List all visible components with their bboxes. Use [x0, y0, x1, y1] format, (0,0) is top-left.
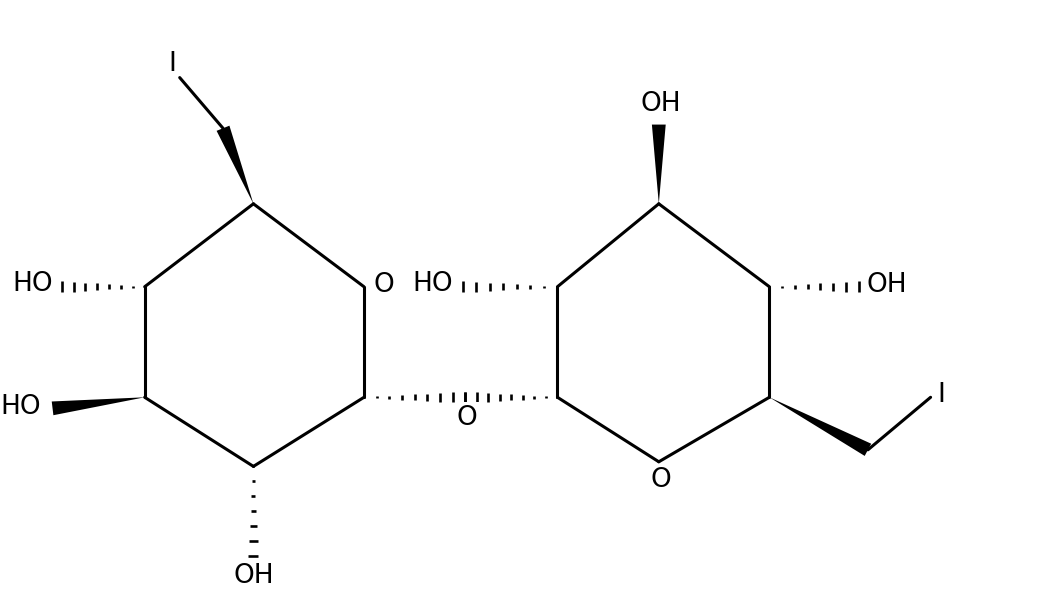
Text: I: I — [168, 51, 176, 77]
Polygon shape — [52, 397, 145, 415]
Text: O: O — [373, 272, 394, 298]
Polygon shape — [217, 126, 253, 204]
Polygon shape — [652, 125, 665, 204]
Text: OH: OH — [866, 272, 906, 298]
Text: O: O — [457, 405, 478, 430]
Text: OH: OH — [640, 91, 681, 117]
Text: O: O — [650, 467, 671, 493]
Text: HO: HO — [11, 271, 52, 297]
Text: HO: HO — [0, 394, 41, 419]
Text: OH: OH — [233, 563, 273, 589]
Text: HO: HO — [413, 271, 454, 297]
Polygon shape — [770, 397, 871, 456]
Text: I: I — [938, 383, 946, 408]
